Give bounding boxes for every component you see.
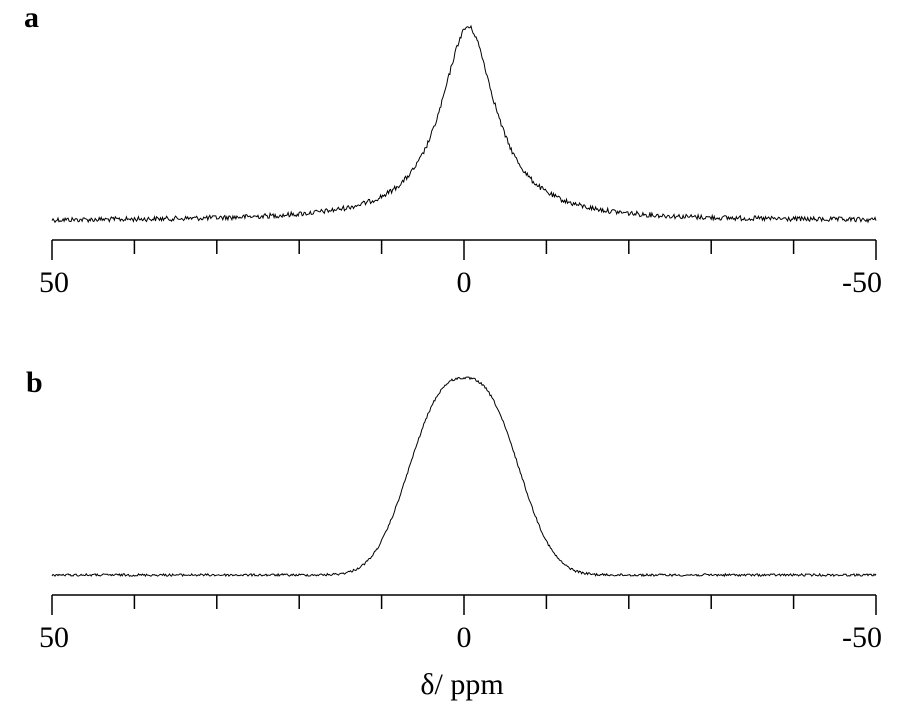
panel-b-tick-label: 0 <box>457 621 472 654</box>
panel-b-tick-label: -50 <box>842 621 882 654</box>
panel-a-tick-label: 50 <box>39 266 69 299</box>
panel-b-ticks <box>51 595 877 615</box>
panel-b-spectrum-line <box>51 376 877 578</box>
panel-a-tick-label: 0 <box>457 266 472 299</box>
x-axis-title: δ/ ppm <box>420 668 503 701</box>
panel-a-tick-label: -50 <box>842 266 882 299</box>
panel-b-label: b <box>26 366 43 399</box>
panel-a: a 50 0 -50 <box>24 1 882 299</box>
panel-b: b 50 0 -50 δ/ ppm <box>26 366 882 701</box>
panel-a-label: a <box>24 1 39 34</box>
panel-a-spectrum-line <box>51 24 877 224</box>
panel-a-ticks <box>51 240 877 260</box>
panel-b-tick-label: 50 <box>39 621 69 654</box>
